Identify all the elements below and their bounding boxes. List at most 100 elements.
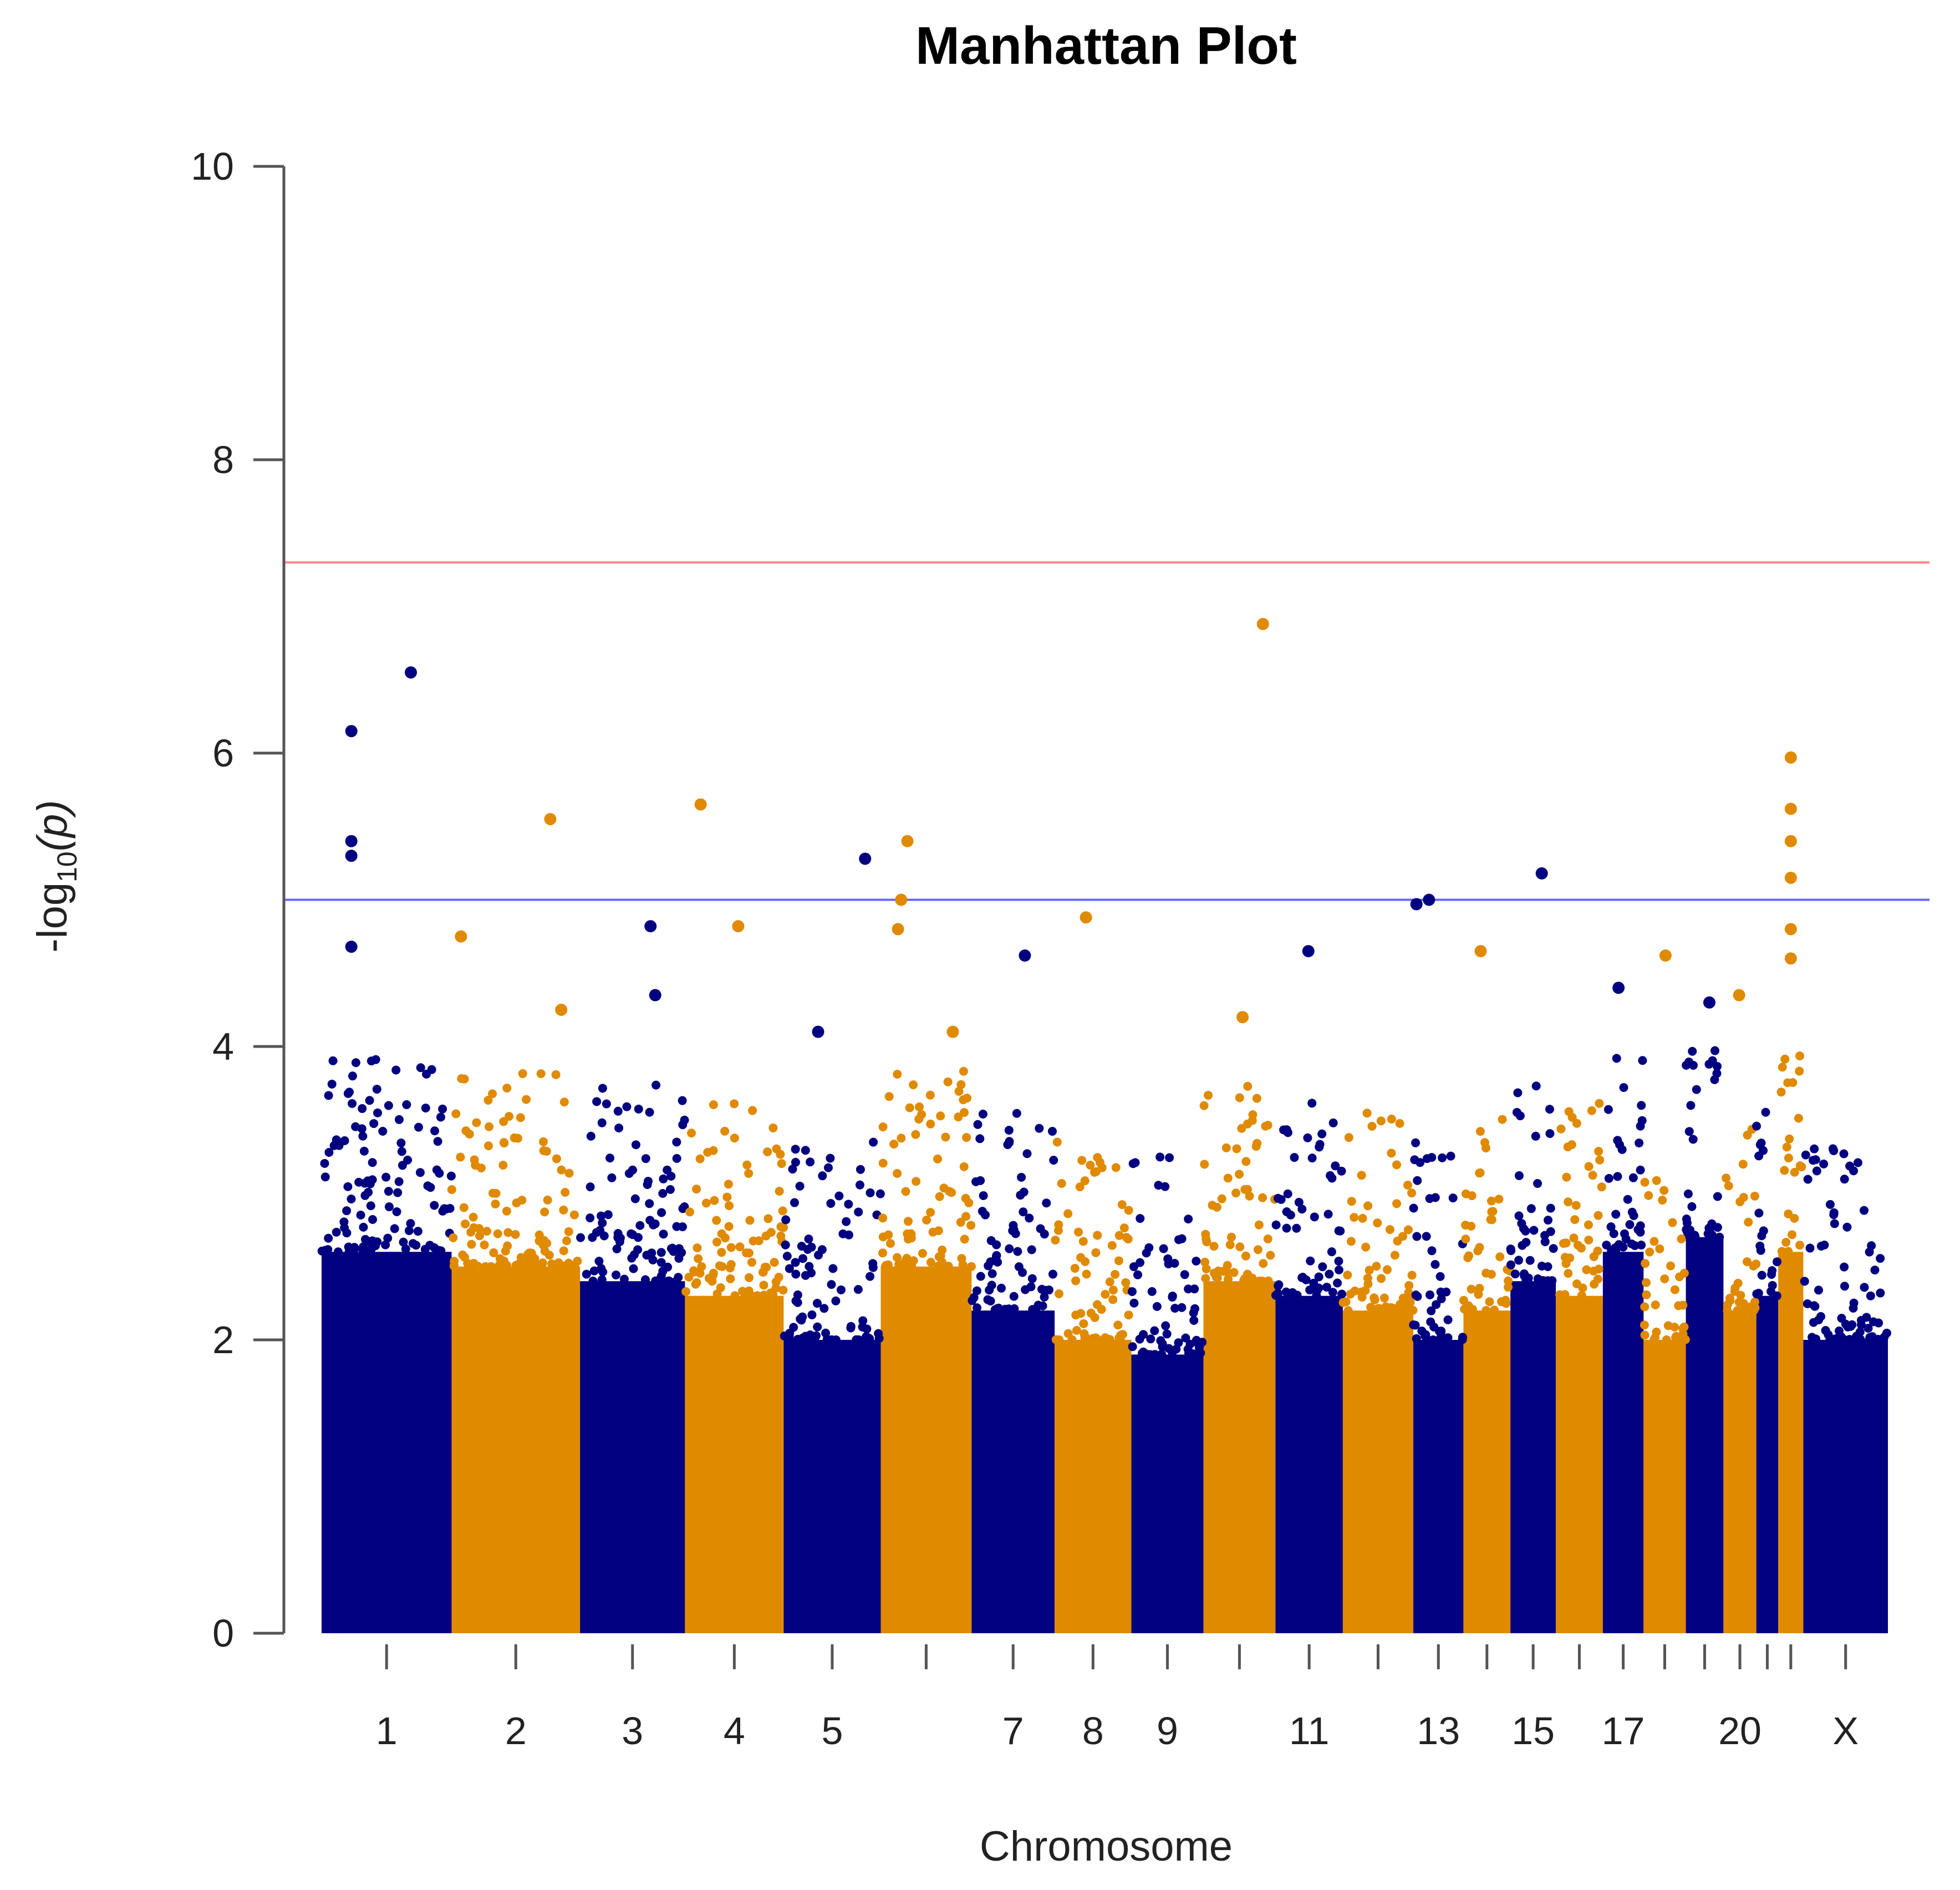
snp-point bbox=[1710, 1046, 1720, 1055]
snp-point bbox=[684, 1272, 694, 1282]
snp-point bbox=[1180, 1270, 1189, 1279]
snp-point bbox=[1170, 1303, 1180, 1313]
snp-point bbox=[1390, 1251, 1399, 1260]
snp-point bbox=[1869, 1334, 1878, 1344]
snp-point bbox=[1587, 1106, 1596, 1115]
snp-point bbox=[1556, 1124, 1566, 1134]
snp-point bbox=[956, 1217, 965, 1227]
snp-point bbox=[597, 1118, 607, 1127]
snp-point bbox=[472, 1262, 481, 1271]
snp-point bbox=[1692, 1085, 1701, 1094]
snp-point bbox=[1474, 1289, 1483, 1299]
snp-point bbox=[1385, 1225, 1394, 1234]
snp-point bbox=[511, 1229, 520, 1239]
snp-point bbox=[1004, 1304, 1014, 1314]
chromosome-bar bbox=[1643, 1340, 1686, 1633]
snp-point bbox=[1410, 1155, 1419, 1165]
snp-point bbox=[1128, 1342, 1137, 1352]
snp-point bbox=[384, 1187, 393, 1196]
snp-point bbox=[470, 1155, 479, 1165]
snp-point bbox=[934, 1226, 943, 1236]
snp-point bbox=[1486, 1196, 1496, 1206]
snp-point bbox=[640, 1275, 650, 1284]
snp-point bbox=[1683, 1189, 1693, 1198]
snp-point bbox=[1422, 1335, 1432, 1344]
snp-point bbox=[1819, 1159, 1829, 1168]
snp-point bbox=[1393, 1236, 1402, 1246]
snp-point bbox=[612, 1244, 622, 1253]
snp-point bbox=[597, 1211, 606, 1221]
snp-point bbox=[392, 1207, 401, 1216]
snp-point bbox=[1629, 1211, 1638, 1221]
snp-point bbox=[1392, 1160, 1402, 1170]
snp-point bbox=[1785, 1134, 1794, 1144]
snp-point bbox=[874, 1334, 884, 1343]
snp-point bbox=[603, 1210, 613, 1220]
snp-point bbox=[1297, 1205, 1307, 1214]
snp-point bbox=[1407, 1188, 1417, 1198]
snp-point bbox=[1584, 1162, 1594, 1171]
snp-point bbox=[1533, 1274, 1542, 1283]
snp-point bbox=[1079, 1319, 1088, 1328]
snp-point bbox=[1070, 1263, 1080, 1273]
x-tick-label: 13 bbox=[1417, 1709, 1460, 1752]
snp-point bbox=[413, 1227, 422, 1236]
snp-point bbox=[1116, 1335, 1125, 1344]
snp-point bbox=[1314, 1272, 1323, 1282]
snp-point bbox=[834, 1191, 844, 1201]
snp-point bbox=[1682, 1060, 1691, 1070]
snp-point bbox=[695, 1268, 705, 1278]
snp-point bbox=[1564, 1269, 1573, 1278]
peak-point bbox=[405, 666, 418, 679]
snp-point bbox=[724, 1180, 733, 1189]
snp-point bbox=[1212, 1202, 1221, 1212]
threshold-lines bbox=[284, 561, 1930, 901]
snp-point bbox=[772, 1144, 781, 1154]
snp-point bbox=[790, 1198, 800, 1207]
snp-point bbox=[1334, 1226, 1343, 1236]
snp-point bbox=[1514, 1211, 1524, 1221]
snp-point bbox=[461, 1219, 470, 1228]
snp-point bbox=[416, 1063, 425, 1073]
snp-point bbox=[486, 1262, 496, 1271]
snp-point bbox=[735, 1242, 745, 1252]
snp-point bbox=[368, 1236, 377, 1246]
snp-point bbox=[730, 1291, 740, 1300]
snp-point bbox=[1334, 1257, 1343, 1266]
snp-point bbox=[1761, 1107, 1770, 1117]
snp-point bbox=[1164, 1259, 1173, 1269]
snp-point bbox=[399, 1237, 408, 1247]
snp-point bbox=[1640, 1302, 1650, 1312]
snp-point bbox=[1531, 1081, 1541, 1091]
snp-point bbox=[586, 1182, 595, 1192]
snp-point bbox=[1688, 1135, 1698, 1144]
snp-point bbox=[1735, 1197, 1745, 1207]
snp-point bbox=[1830, 1219, 1839, 1228]
snp-point bbox=[1373, 1218, 1382, 1228]
snp-point bbox=[1561, 1238, 1571, 1248]
snp-point bbox=[1780, 1166, 1789, 1175]
snp-point bbox=[1546, 1203, 1555, 1213]
snp-point bbox=[503, 1228, 513, 1237]
snp-point bbox=[1379, 1293, 1389, 1303]
chromosome-bar bbox=[1803, 1340, 1888, 1633]
snp-point bbox=[1323, 1210, 1333, 1219]
snp-point bbox=[1048, 1269, 1057, 1279]
snp-point bbox=[451, 1109, 461, 1119]
snp-point bbox=[1274, 1280, 1284, 1289]
peak-point bbox=[1733, 989, 1745, 1002]
snp-point bbox=[701, 1198, 711, 1208]
snp-point bbox=[1077, 1156, 1087, 1165]
snp-point bbox=[1874, 1318, 1883, 1328]
snp-point bbox=[1842, 1222, 1852, 1232]
snp-point bbox=[1617, 1145, 1627, 1154]
snp-point bbox=[354, 1177, 364, 1187]
peak-point bbox=[455, 930, 467, 943]
snp-point bbox=[1040, 1292, 1049, 1302]
snp-point bbox=[1111, 1269, 1120, 1279]
snp-point bbox=[1750, 1191, 1759, 1201]
snp-point bbox=[1095, 1157, 1104, 1167]
snp-point bbox=[878, 1159, 888, 1168]
snp-point bbox=[1584, 1235, 1594, 1244]
snp-point bbox=[1200, 1257, 1210, 1267]
